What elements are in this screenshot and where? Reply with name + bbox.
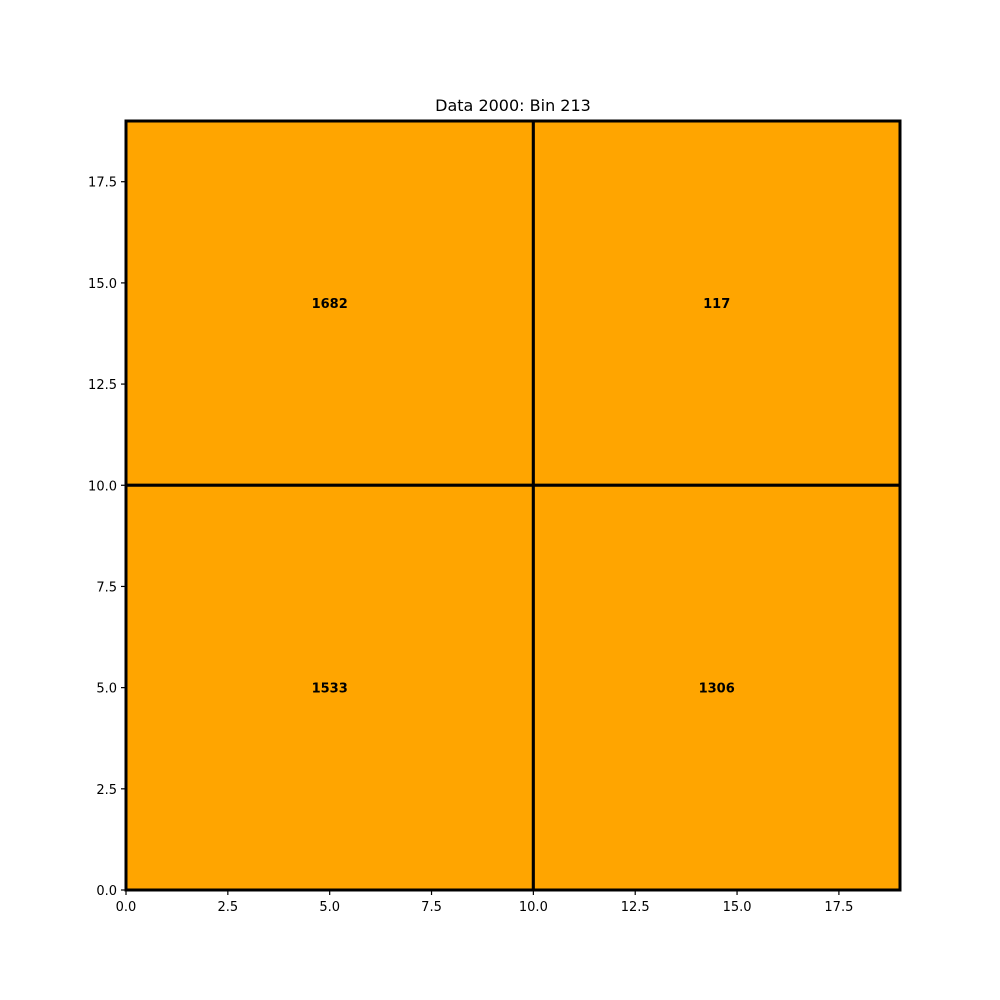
y-tick-label-5: 12.5 [88,378,117,393]
y-axis: 0.0 2.5 5.0 7.5 10.0 12.5 15.0 17.5 [88,176,126,899]
chart-title: Data 2000: Bin 213 [435,96,591,115]
cell-value-label-3: 1306 [699,682,735,697]
y-tick-label-3: 7.5 [96,580,117,595]
y-tick-label-2: 5.0 [96,682,117,697]
x-tick-label-3: 7.5 [421,900,442,915]
y-tick-label-6: 15.0 [88,277,117,292]
x-axis: 0.0 2.5 5.0 7.5 10.0 12.5 15.0 17.5 [116,890,853,915]
cell-value-label-0: 1682 [312,297,348,312]
x-tick-label-7: 17.5 [824,900,853,915]
y-tick-label-0: 0.0 [96,884,117,899]
heatmap-cell-0 [124,119,535,487]
cells-layer [124,119,902,892]
x-tick-label-4: 10.0 [519,900,548,915]
heatmap-cell-2 [124,483,535,892]
y-tick-label-4: 10.0 [88,479,117,494]
y-tick-label-7: 17.5 [88,176,117,191]
plot-frame [125,120,901,891]
cell-value-label-2: 1533 [312,682,348,697]
x-tick-label-5: 12.5 [621,900,650,915]
heatmap-cell-3 [531,483,902,892]
cell-labels-layer: 1682 117 1533 1306 [312,297,735,697]
x-tick-label-1: 2.5 [217,900,238,915]
y-tick-label-1: 2.5 [96,783,117,798]
x-tick-label-2: 5.0 [319,900,340,915]
cell-value-label-1: 117 [703,297,730,312]
x-tick-label-0: 0.0 [116,900,137,915]
x-tick-label-6: 15.0 [723,900,752,915]
